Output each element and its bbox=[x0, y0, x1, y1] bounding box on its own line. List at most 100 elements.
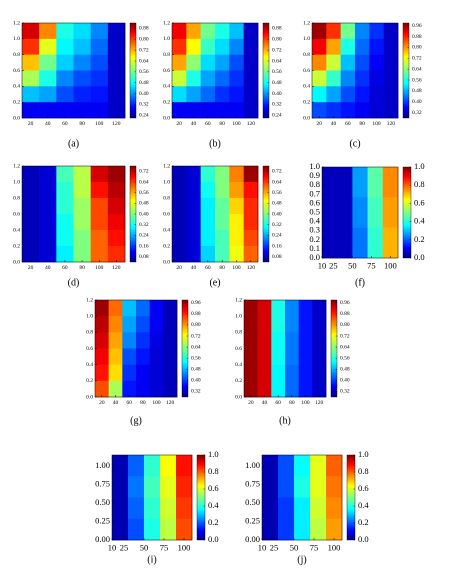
heat-cell bbox=[294, 455, 311, 477]
heat-cell bbox=[337, 212, 353, 228]
heat-cell bbox=[310, 497, 327, 520]
heat-cell bbox=[186, 86, 201, 103]
colorbar-tick-label: 0.8 bbox=[358, 466, 369, 476]
colorbar-tick-label: 0.2 bbox=[358, 517, 369, 527]
y-tick-label: 0.8 bbox=[86, 330, 93, 336]
x-tick-label: 40 bbox=[191, 265, 197, 271]
colorbar-tick-label: 0.24 bbox=[272, 233, 282, 239]
heat-cell bbox=[172, 214, 187, 231]
heat-cell bbox=[229, 70, 244, 87]
colorbar-tick-label: 1.0 bbox=[208, 449, 219, 459]
y-tick-label: 0.2 bbox=[303, 99, 310, 105]
heat-cell bbox=[107, 54, 126, 71]
heat-cell bbox=[257, 300, 272, 317]
heat-cell bbox=[285, 300, 299, 317]
heat-cell bbox=[107, 70, 126, 87]
heat-cell bbox=[172, 23, 187, 40]
x-tick-label: 80 bbox=[219, 121, 225, 127]
heat-cell bbox=[298, 364, 313, 382]
heat-cell bbox=[326, 455, 343, 477]
colorbar bbox=[330, 299, 338, 398]
heat-cell bbox=[90, 166, 109, 183]
heat-cell bbox=[22, 23, 40, 40]
heat-cell bbox=[229, 102, 244, 119]
heat-cell bbox=[337, 197, 353, 213]
heat-cell bbox=[326, 476, 343, 498]
y-tick-label: 0.6 bbox=[303, 68, 310, 74]
colorbar-tick-label: 0.88 bbox=[340, 311, 350, 317]
colorbar-tick-label: 0.32 bbox=[139, 102, 149, 108]
heat-cell bbox=[367, 167, 384, 183]
y-tick-label: 0.2 bbox=[309, 234, 320, 244]
colorbar-tick-label: 0.4 bbox=[414, 216, 425, 226]
caption: (f) bbox=[355, 277, 365, 288]
y-tick-label: 1.0 bbox=[13, 179, 20, 185]
y-tick-label: 0.8 bbox=[13, 195, 20, 201]
x-tick-label: 20 bbox=[176, 121, 182, 127]
x-tick-label: 50 bbox=[140, 542, 149, 552]
colorbar-tick-label: 0.88 bbox=[191, 311, 201, 317]
heat-cell bbox=[278, 497, 295, 520]
colorbar-tick-label: 1.0 bbox=[358, 449, 369, 459]
heat-cell bbox=[326, 86, 341, 103]
y-tick-label: 0.7 bbox=[309, 188, 320, 198]
y-tick-label: 0.2 bbox=[163, 99, 170, 105]
y-tick-label: 0.4 bbox=[13, 84, 20, 90]
heat-cell bbox=[271, 348, 286, 365]
y-tick-label: 0.4 bbox=[163, 84, 170, 90]
colorbar-tick-label: 0.24 bbox=[139, 113, 149, 119]
colorbar-tick-label: 0.72 bbox=[191, 333, 201, 339]
colorbar bbox=[129, 22, 137, 119]
heat-cell bbox=[257, 380, 272, 398]
colorbar-tick-label: 0.72 bbox=[272, 47, 282, 53]
heat-cell bbox=[95, 380, 109, 398]
heat-cell bbox=[229, 54, 244, 71]
heat-cell bbox=[22, 246, 40, 263]
heat-cell bbox=[369, 54, 384, 71]
x-tick-label: 80 bbox=[79, 121, 85, 127]
heat-cell bbox=[56, 166, 74, 183]
x-tick-label: 100 bbox=[301, 400, 310, 406]
y-tick-label: 0.2 bbox=[235, 378, 242, 384]
heat-cell bbox=[95, 364, 109, 382]
heat-cell bbox=[160, 518, 177, 541]
heat-cell bbox=[107, 166, 126, 183]
heat-cell bbox=[257, 316, 272, 333]
caption: (d) bbox=[68, 277, 80, 288]
heat-cell bbox=[108, 316, 123, 333]
heat-cell bbox=[337, 182, 353, 198]
heat-cell bbox=[352, 182, 368, 198]
heat-cell bbox=[200, 23, 216, 40]
heat-cell bbox=[352, 227, 368, 244]
heat-cell bbox=[294, 518, 311, 541]
heat-cell bbox=[172, 182, 187, 199]
heat-cell bbox=[298, 332, 313, 349]
heat-cell bbox=[186, 166, 201, 183]
colorbar-tick-label: 0.64 bbox=[139, 58, 149, 64]
heat-cell bbox=[243, 166, 259, 183]
heat-cell bbox=[355, 54, 370, 71]
heat-cell bbox=[215, 86, 230, 103]
heat-cell bbox=[108, 364, 123, 382]
x-tick-label: 60 bbox=[205, 265, 211, 271]
colorbar-tick-label: 0.40 bbox=[272, 211, 282, 217]
heat-cell bbox=[229, 86, 244, 103]
heat-cell bbox=[39, 230, 57, 247]
y-tick-label: 0.4 bbox=[235, 362, 242, 368]
heat-cell bbox=[163, 332, 178, 349]
colorbar-tick-label: 0.08 bbox=[139, 254, 149, 260]
heat-cell bbox=[257, 348, 272, 365]
heat-cell bbox=[160, 455, 177, 477]
y-tick-label: 0.0 bbox=[235, 394, 242, 400]
y-tick-label: 1.00 bbox=[245, 460, 260, 470]
colorbar-tick-label: 0.32 bbox=[139, 222, 149, 228]
caption: (b) bbox=[209, 138, 221, 149]
y-tick-label: 0.0 bbox=[303, 115, 310, 121]
heat-cell bbox=[271, 332, 286, 349]
heat-cell bbox=[90, 246, 109, 263]
x-tick-label: 100 bbox=[328, 542, 341, 552]
colorbar-tick-label: 0.56 bbox=[272, 69, 282, 75]
y-tick-label: 0.9 bbox=[309, 170, 320, 180]
heat-cell bbox=[90, 23, 109, 40]
